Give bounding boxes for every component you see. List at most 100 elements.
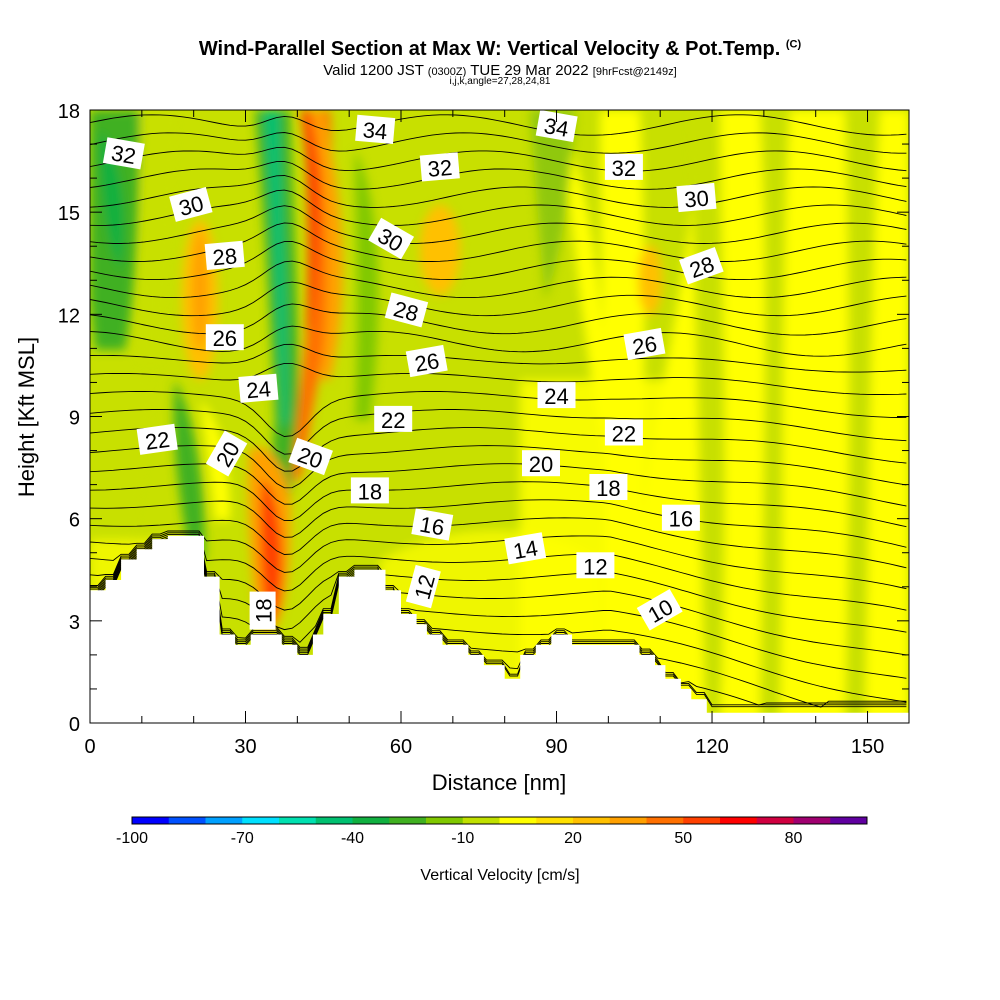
contour-label: 18 [350, 477, 389, 504]
isentrope-line [90, 205, 907, 244]
contour-label-box [676, 182, 717, 213]
contour-label: 18 [249, 591, 277, 630]
y-axis-label: Height [Kft MSL] [14, 337, 39, 497]
chart-title: Wind-Parallel Section at Max W: Vertical… [198, 38, 802, 60]
contour-label-text: 22 [612, 422, 636, 447]
contour-label-text: 34 [362, 117, 389, 144]
colorbar-tick-label: 50 [674, 830, 692, 847]
contour-label-text: 32 [612, 156, 636, 181]
isentrope-line [90, 343, 907, 373]
contour-label-text: 18 [596, 476, 620, 501]
contour-label-box [238, 373, 279, 403]
colorbar-tick-label: -40 [341, 830, 364, 847]
contour-label: 32 [419, 152, 460, 182]
x-tick-label: 60 [390, 736, 412, 758]
contour-label-box [589, 474, 628, 500]
contour-label: 22 [374, 405, 413, 433]
contour-label-box [350, 477, 389, 504]
colorbar-swatch [352, 817, 390, 824]
contour-label-box [102, 137, 145, 170]
contour-label: 16 [661, 504, 700, 532]
contour-label-box [205, 430, 248, 477]
colorbar-frame [131, 816, 868, 825]
contour-label-text: 24 [245, 376, 272, 403]
isentrope-line [90, 114, 907, 136]
colorbar-swatch [279, 817, 317, 824]
contour-label-box [288, 437, 333, 476]
contour-label: 34 [355, 114, 396, 145]
colorbar-swatch [426, 817, 464, 824]
contour-label-box [368, 217, 415, 260]
contour-label-box [636, 588, 683, 631]
colorbar-swatch [573, 817, 611, 824]
contour-label-box [355, 114, 396, 145]
subtitle-valid: Valid 1200 JST [323, 62, 424, 79]
isentrope-line [90, 175, 907, 208]
y-tick-label: 18 [58, 101, 80, 123]
contour-label: 12 [405, 564, 441, 609]
chart-subtitle: Valid 1200 JST (0300Z) TUE 29 Mar 2022 [… [0, 62, 1000, 79]
contour-label-text: 22 [144, 427, 172, 455]
contour-label: 32 [102, 137, 145, 170]
colorbar-tick-label: -70 [231, 830, 254, 847]
contour-label-text: 16 [418, 512, 446, 541]
isentrope-line [90, 132, 907, 154]
contour-label: 28 [679, 247, 724, 285]
isentrope-line [90, 146, 907, 172]
colorbar-swatch [793, 817, 831, 824]
y-tick-label: 3 [69, 612, 80, 634]
x-axis-label: Distance [nm] [432, 770, 567, 795]
isentrope-line [90, 534, 907, 633]
contour-label-text: 20 [529, 452, 553, 477]
contour-label-box [419, 152, 460, 182]
y-tick-label: 15 [58, 203, 80, 225]
isentrope-line [90, 541, 907, 708]
y-axis: 0 3 6 9 12 15 18 [58, 101, 909, 736]
x-tick-label: 150 [851, 736, 884, 758]
contour-label-box [169, 186, 213, 222]
contour-label-text: 24 [544, 384, 568, 409]
subtitle-z: (0300Z) [427, 66, 467, 78]
contour-label-box [136, 423, 178, 455]
isentrope-line [90, 532, 907, 611]
potential-temperature-contours [90, 114, 907, 708]
colorbar-swatch [462, 817, 500, 824]
colorbar-swatch [683, 817, 721, 824]
colorbar-label: Vertical Velocity [cm/s] [420, 867, 579, 884]
contour-label-box [576, 552, 615, 579]
x-axis: 0 30 60 90 120 150 [84, 110, 884, 758]
isentrope-line [90, 281, 907, 317]
colorbar-swatch [132, 817, 170, 824]
isentrope-line [90, 161, 907, 190]
subtitle-date: TUE 29 Mar 2022 [470, 62, 589, 79]
isentrope-line [90, 517, 907, 569]
colorbar-swatch [830, 817, 868, 824]
contour-label: 16 [411, 508, 454, 541]
contour-label-text: 32 [427, 155, 454, 182]
terrain [90, 535, 909, 723]
contour-label: 22 [604, 419, 643, 447]
contour-label-text: 16 [669, 507, 693, 532]
contour-label-box [411, 508, 454, 541]
contour-label-text: 26 [413, 348, 441, 377]
colorbar-swatch [609, 817, 647, 824]
contour-label: 30 [169, 186, 213, 222]
velocity-field [90, 110, 909, 720]
isentrope-line [90, 545, 907, 706]
isentrope-line [90, 241, 907, 281]
contour-label-box [205, 324, 244, 351]
contour-label: 14 [504, 532, 547, 565]
contour-label-text: 26 [213, 326, 237, 351]
colorbar-swatch [242, 817, 280, 824]
contour-label-box [204, 240, 245, 271]
x-tick-label: 120 [695, 736, 728, 758]
colorbar-tick-label: -100 [116, 830, 148, 847]
contour-label-box [604, 153, 643, 180]
contour-label: 34 [535, 110, 578, 143]
colorbar-swatch [720, 817, 758, 824]
isentrope-line [90, 543, 907, 706]
colorbar-swatch [756, 817, 794, 824]
isentrope-line [90, 409, 907, 455]
colorbar-swatch [536, 817, 574, 824]
